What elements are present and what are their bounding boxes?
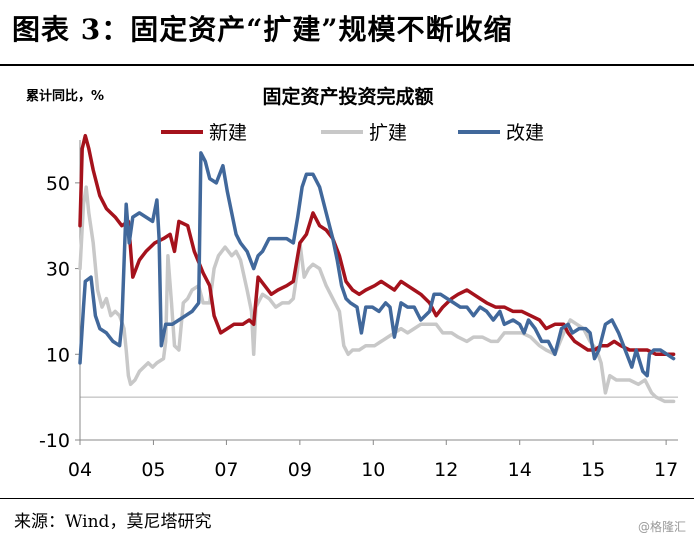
figure-title: 图表 3：固定资产“扩建”规模不断收缩	[12, 13, 513, 46]
x-tick-label: 12	[434, 459, 458, 481]
y-tick-label: 50	[46, 173, 70, 195]
series-line-rebuild	[78, 151, 676, 378]
x-tick-label: 04	[68, 459, 92, 481]
chart: 固定资产投资完成额 累计同比，% 新建 扩建 改建 -10 10 30 50 04 05 07…	[26, 85, 678, 481]
source-note: 来源：Wind，莫尼塔研究	[14, 512, 212, 532]
legend-label-rebuild: 改建	[506, 122, 544, 144]
x-tick-label: 10	[361, 459, 385, 481]
y-tick-label: 10	[46, 344, 70, 366]
x-tick-label: 05	[141, 459, 165, 481]
y-axis-label: 累计同比，%	[26, 88, 104, 104]
series-line-new	[78, 133, 676, 357]
legend-label-new: 新建	[209, 122, 247, 144]
x-tick-label: 17	[654, 459, 678, 481]
y-tick-label: 30	[46, 259, 70, 281]
x-tick-label: 15	[581, 459, 605, 481]
series-lines	[78, 133, 676, 404]
chart-title: 固定资产投资完成额	[262, 85, 433, 108]
legend: 新建 扩建 改建	[161, 122, 544, 144]
x-axis-ticks: 04 05 07 09 10 12 14 15 17	[68, 440, 678, 481]
x-tick-label: 09	[288, 459, 312, 481]
watermark: @格隆汇	[637, 520, 686, 534]
x-tick-label: 14	[508, 459, 532, 481]
legend-label-expand: 扩建	[369, 122, 407, 144]
series-line-expand	[78, 185, 676, 404]
x-tick-label: 07	[214, 459, 238, 481]
y-axis-ticks: -10 10 30 50	[39, 173, 80, 452]
y-tick-label: -10	[39, 430, 70, 452]
bottom-rule	[0, 498, 694, 499]
top-rule	[0, 64, 694, 66]
